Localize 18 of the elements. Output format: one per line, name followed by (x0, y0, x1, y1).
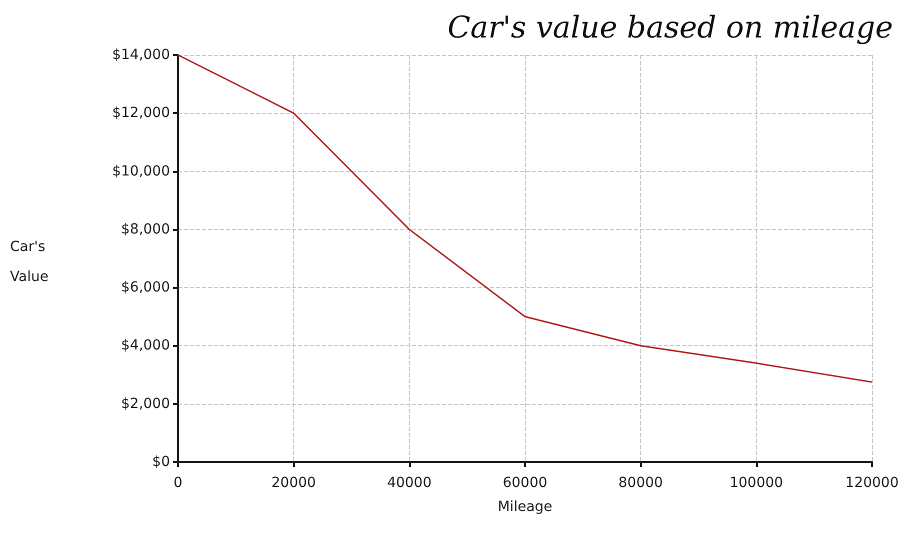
y-tick-label: $2,000 (121, 396, 170, 412)
chart-title: Car's value based on mileage (447, 10, 894, 46)
y-tick-label: $6,000 (121, 280, 170, 296)
x-tick-label: 120000 (845, 475, 899, 491)
x-axis-title: Mileage (498, 499, 552, 515)
x-tick-label: 40000 (387, 475, 432, 491)
y-tick-label: $12,000 (112, 105, 170, 122)
y-tick-label: $4,000 (121, 338, 170, 354)
y-tick-label: $14,000 (112, 47, 170, 63)
y-axis-title: Car's Value (10, 239, 48, 285)
y-tick-label: $0 (152, 454, 170, 470)
x-tick-label: 20000 (271, 475, 316, 491)
x-tick-label: 100000 (730, 475, 784, 491)
x-tick-label: 0 (174, 475, 182, 491)
x-tick-label: 80000 (618, 475, 663, 491)
x-tick-label: 60000 (502, 475, 548, 491)
y-tick-label: $8,000 (121, 221, 170, 238)
y-tick-label: $10,000 (112, 163, 170, 180)
